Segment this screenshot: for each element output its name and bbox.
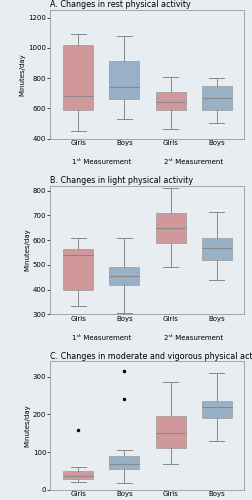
Y-axis label: Minutes/day: Minutes/day: [24, 228, 30, 272]
Text: 1ˢᵗ Measurement: 1ˢᵗ Measurement: [72, 159, 131, 165]
PathPatch shape: [109, 456, 139, 469]
Text: 2ˢᵗ Measurement: 2ˢᵗ Measurement: [164, 335, 223, 341]
Text: B. Changes in light physical activity: B. Changes in light physical activity: [50, 176, 194, 185]
Y-axis label: Minutes/day: Minutes/day: [19, 53, 25, 96]
PathPatch shape: [155, 416, 185, 448]
Text: C. Changes in moderate and vigorous physical activity: C. Changes in moderate and vigorous phys…: [50, 352, 252, 360]
PathPatch shape: [155, 92, 185, 110]
Text: A. Changes in rest physical activity: A. Changes in rest physical activity: [50, 0, 191, 9]
Text: 1ˢᵗ Measurement: 1ˢᵗ Measurement: [72, 335, 131, 341]
PathPatch shape: [202, 401, 232, 418]
PathPatch shape: [155, 213, 185, 242]
PathPatch shape: [202, 86, 232, 110]
PathPatch shape: [63, 45, 93, 110]
Text: 2ˢᵗ Measurement: 2ˢᵗ Measurement: [164, 159, 223, 165]
PathPatch shape: [109, 268, 139, 284]
PathPatch shape: [63, 249, 93, 290]
Y-axis label: Minutes/day: Minutes/day: [24, 404, 30, 447]
PathPatch shape: [202, 238, 232, 260]
PathPatch shape: [109, 62, 139, 99]
PathPatch shape: [63, 471, 93, 480]
